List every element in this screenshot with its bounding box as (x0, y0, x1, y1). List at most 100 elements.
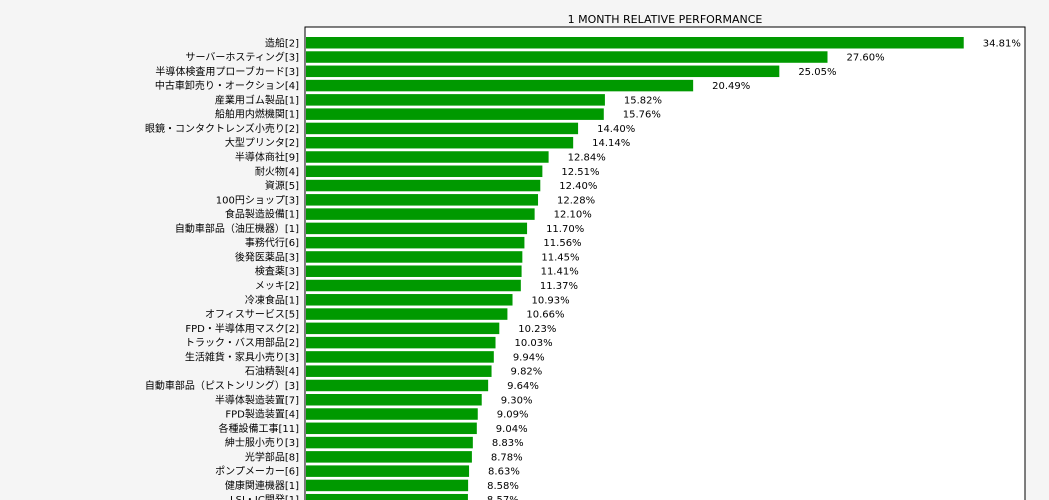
value-label: 11.70% (546, 224, 584, 235)
value-label: 11.37% (540, 281, 578, 292)
value-label: 15.76% (623, 110, 661, 121)
bar (306, 265, 522, 277)
category-label: 造船[2] (265, 36, 299, 49)
value-label: 12.51% (561, 167, 599, 178)
value-label: 9.94% (513, 352, 545, 363)
category-label: 生活雑貨・家具小売り[3] (185, 350, 299, 363)
value-label: 8.57% (487, 495, 519, 500)
category-label: 半導体製造装置[7] (215, 393, 299, 406)
value-label: 11.45% (541, 252, 579, 263)
bar (306, 493, 468, 500)
bar (306, 465, 470, 477)
bar (306, 408, 478, 420)
bar (306, 351, 494, 363)
bar (306, 222, 528, 235)
bar (306, 451, 472, 463)
category-label: 自動車部品（ピストンリング）[3] (145, 379, 299, 392)
category-label: 光学部品[8] (245, 450, 299, 463)
category-label: LSI・IC開発[1] (230, 493, 299, 500)
category-label: 各種設備工事[11] (218, 422, 299, 435)
value-label: 14.40% (597, 124, 635, 135)
category-label: 冷凍食品[1] (245, 293, 299, 306)
category-label: 事務代行[6] (245, 236, 299, 249)
value-label: 12.10% (554, 210, 592, 221)
bar (306, 194, 539, 206)
value-label: 9.04% (496, 424, 528, 435)
chart-title: 1 MONTH RELATIVE PERFORMANCE (568, 13, 763, 26)
value-label: 8.83% (492, 438, 524, 449)
category-label: 後発医薬品[3] (235, 250, 299, 263)
bar (306, 251, 523, 263)
bar (306, 108, 604, 120)
category-label: メッキ[2] (255, 281, 299, 292)
bar (306, 394, 482, 406)
bar (306, 136, 574, 149)
category-label: 健康関連機器[1] (225, 479, 299, 492)
category-label: オフィスサービス[5] (205, 309, 299, 321)
value-label: 14.14% (592, 138, 630, 149)
category-label: 資源[5] (265, 179, 299, 192)
bar (306, 65, 780, 78)
bar (306, 279, 521, 292)
category-label: ポンプメーカー[6] (215, 466, 299, 478)
value-label: 10.93% (532, 295, 570, 306)
category-label: 100円ショップ[3] (216, 194, 299, 206)
bar (306, 79, 694, 92)
category-label: 耐火物[4] (255, 165, 299, 178)
bar (306, 308, 508, 320)
category-label: 検査薬[3] (255, 265, 299, 278)
value-label: 9.30% (501, 395, 533, 406)
category-label: 船舶用内燃機関[1] (215, 108, 299, 121)
value-label: 11.56% (543, 238, 581, 249)
bar (306, 436, 473, 449)
bar (306, 336, 496, 349)
value-label: 9.64% (507, 381, 539, 392)
category-label: FPD製造装置[4] (225, 408, 299, 421)
category-label: 自動車部品（油圧機器）[1] (175, 222, 299, 235)
bar (306, 479, 469, 492)
category-label: 中古車卸売り・オークション[4] (155, 79, 299, 92)
value-label: 8.78% (491, 452, 523, 463)
bar (306, 122, 579, 135)
bar (306, 151, 549, 163)
bar (306, 208, 535, 220)
bar (306, 365, 492, 377)
value-label: 15.82% (624, 95, 662, 106)
bar (306, 379, 489, 392)
value-label: 12.28% (557, 195, 595, 206)
value-label: 11.41% (541, 267, 579, 278)
bar (306, 422, 477, 435)
category-label: 眼鏡・コンタクトレンズ小売り[2] (145, 122, 299, 135)
category-label: 半導体商社[9] (235, 150, 299, 163)
category-label: トラック・バス用部品[2] (185, 336, 299, 349)
value-label: 34.81% (983, 38, 1021, 49)
value-label: 12.84% (568, 152, 606, 163)
bar (306, 236, 525, 249)
category-label: 紳士服小売り[3] (225, 436, 299, 449)
value-label: 12.40% (559, 181, 597, 192)
category-label: 大型プリンタ[2] (225, 136, 299, 149)
value-label: 9.09% (497, 410, 529, 421)
value-label: 20.49% (712, 81, 750, 92)
value-label: 25.05% (798, 67, 836, 78)
category-label: サーバーホスティング[3] (186, 51, 300, 64)
category-label: 食品製造設備[1] (225, 208, 299, 221)
bar (306, 179, 541, 192)
value-label: 27.60% (846, 53, 884, 64)
bar (306, 37, 964, 49)
value-label: 9.82% (511, 367, 543, 378)
category-label: 半導体検査用プローブカード[3] (155, 65, 299, 78)
bar (306, 165, 543, 178)
plot-area (304, 26, 1026, 500)
value-label: 10.66% (526, 310, 564, 321)
category-label: FPD・半導体用マスク[2] (185, 322, 299, 335)
bar (306, 294, 513, 306)
value-label: 10.03% (515, 338, 553, 349)
bars-layer: 造船[2] 34.81% サーバーホスティング[3] 27.60% 半導体検査用プローブ… (145, 36, 1021, 500)
category-label: 石油精製[4] (245, 365, 299, 378)
value-label: 10.23% (518, 324, 556, 335)
bar (306, 51, 828, 63)
bar (306, 94, 605, 106)
bar (306, 322, 500, 335)
